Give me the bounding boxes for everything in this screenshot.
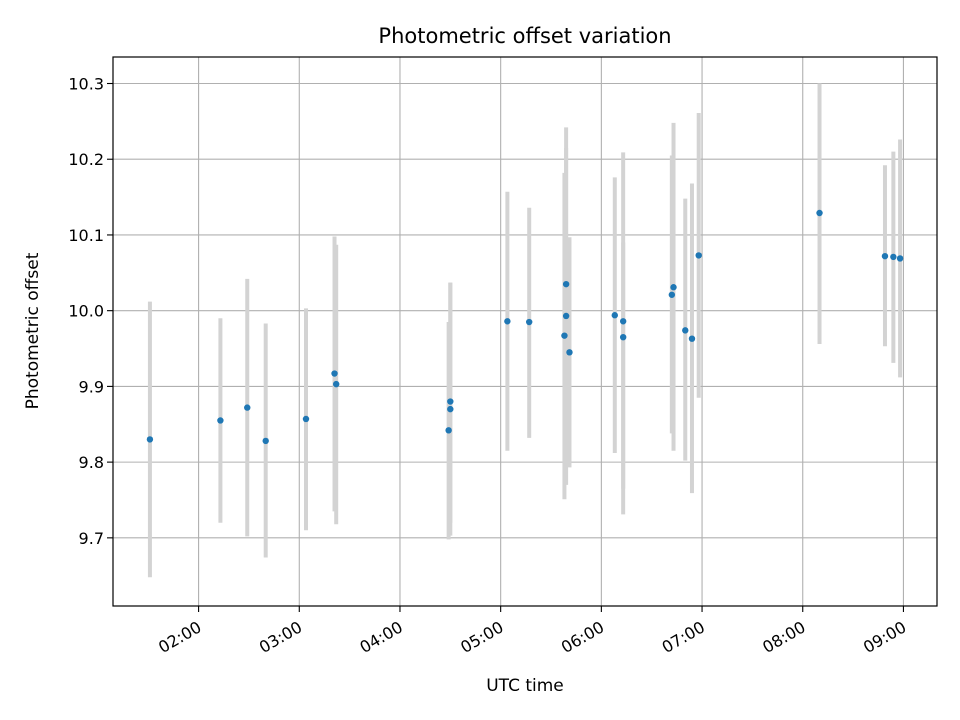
x-axis-label: UTC time <box>486 676 564 696</box>
chart-title: Photometric offset variation <box>378 24 671 48</box>
data-point <box>881 252 889 260</box>
data-point <box>682 327 689 334</box>
data-point <box>695 252 702 259</box>
data-point <box>262 437 269 445</box>
data-point <box>302 415 310 423</box>
y-tick-label: 10.0 <box>68 302 104 321</box>
data-point <box>619 318 627 325</box>
data-point <box>619 333 627 341</box>
data-point <box>611 312 618 319</box>
data-point <box>447 398 454 405</box>
data-point <box>668 291 676 298</box>
data-point <box>333 380 340 388</box>
y-axis: 9.7 9.8 9.9 10.0 10.1 10.2 10.3 <box>68 75 113 548</box>
y-tick-label: 9.8 <box>79 453 104 472</box>
data-point <box>146 436 154 443</box>
data-point <box>447 405 454 413</box>
y-tick-label: 10.3 <box>68 75 104 94</box>
y-tick-label: 9.9 <box>79 377 104 396</box>
data-point <box>566 349 573 356</box>
data-point <box>525 318 533 326</box>
data-point <box>896 255 904 262</box>
data-point <box>445 427 452 434</box>
data-point <box>688 335 696 342</box>
y-tick-label: 10.1 <box>68 226 104 245</box>
grid <box>113 57 937 606</box>
plot-frame <box>112 56 938 607</box>
data-point <box>331 370 338 377</box>
data-point <box>244 404 251 411</box>
data-point <box>562 312 570 320</box>
y-tick-label: 10.2 <box>68 150 104 169</box>
data-point <box>890 253 897 261</box>
data-points <box>146 209 904 445</box>
y-axis-label: Photometric offset <box>23 252 43 409</box>
data-point <box>217 417 224 424</box>
data-point <box>504 318 511 325</box>
data-point <box>562 280 570 288</box>
data-point <box>561 332 568 339</box>
data-point <box>816 209 823 217</box>
data-point <box>670 284 677 291</box>
y-tick-label: 9.7 <box>79 529 104 548</box>
